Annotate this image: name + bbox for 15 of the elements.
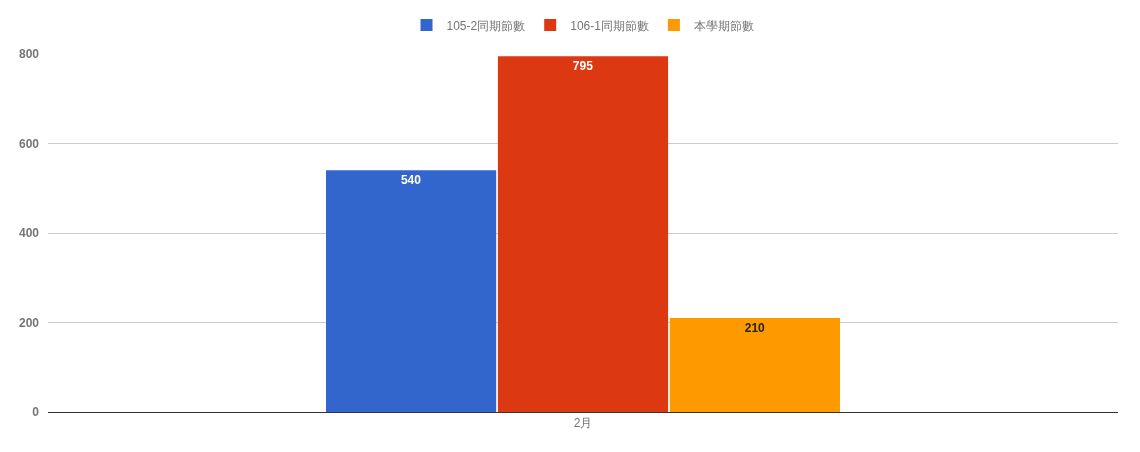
- legend-label: 本學期節數: [693, 18, 754, 33]
- x-tick-label: 2月: [573, 416, 593, 431]
- y-tick-label: 800: [18, 47, 40, 62]
- data-label: 795: [572, 59, 594, 74]
- data-label: 210: [744, 321, 766, 336]
- y-tick-label: 600: [18, 136, 40, 151]
- legend-label: 106-1同期節數: [570, 18, 649, 33]
- y-tick-label: 0: [32, 405, 40, 420]
- data-label: 540: [400, 173, 422, 188]
- y-tick-label: 400: [18, 226, 40, 241]
- bar: [497, 56, 669, 412]
- bar: [325, 170, 497, 412]
- y-tick-label: 200: [18, 315, 40, 330]
- legend-label: 105-2同期節數: [446, 18, 526, 33]
- bar: [669, 318, 841, 412]
